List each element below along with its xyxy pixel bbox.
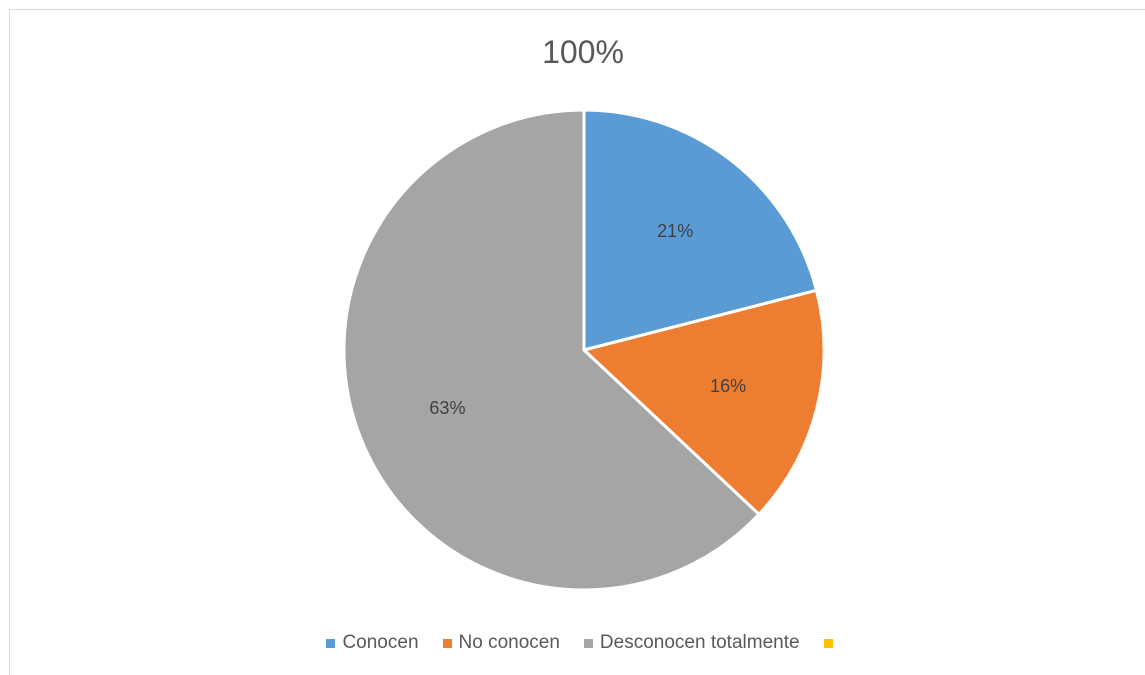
pie-slice-1[interactable] (582, 108, 818, 352)
legend-item-2[interactable]: No conocen (442, 632, 560, 654)
chart-title: 100% (542, 34, 624, 70)
legend-item-3[interactable]: Desconocen totalmente (583, 632, 800, 654)
legend-item-1[interactable]: Conocen (326, 632, 419, 654)
legend-swatch-1 (326, 638, 336, 648)
data-label-1: 21% (657, 221, 693, 241)
legend-label-1: Conocen (342, 632, 419, 653)
legend-label-2: No conocen (458, 632, 560, 653)
legend-swatch-4 (823, 638, 833, 648)
legend-swatch-2 (442, 638, 452, 648)
data-label-2: 16% (710, 376, 746, 396)
data-label-3: 63% (429, 398, 465, 418)
pie-slice-3[interactable] (342, 108, 761, 592)
pie-chart: 21% 16% 63% (342, 108, 826, 592)
legend: Conocen No conocen Desconocen totalmente (0, 632, 1145, 654)
legend-label-3: Desconocen totalmente (599, 632, 800, 653)
legend-swatch-3 (583, 638, 593, 648)
legend-item-4[interactable] (823, 638, 840, 648)
pie-slice-2[interactable] (582, 288, 826, 516)
